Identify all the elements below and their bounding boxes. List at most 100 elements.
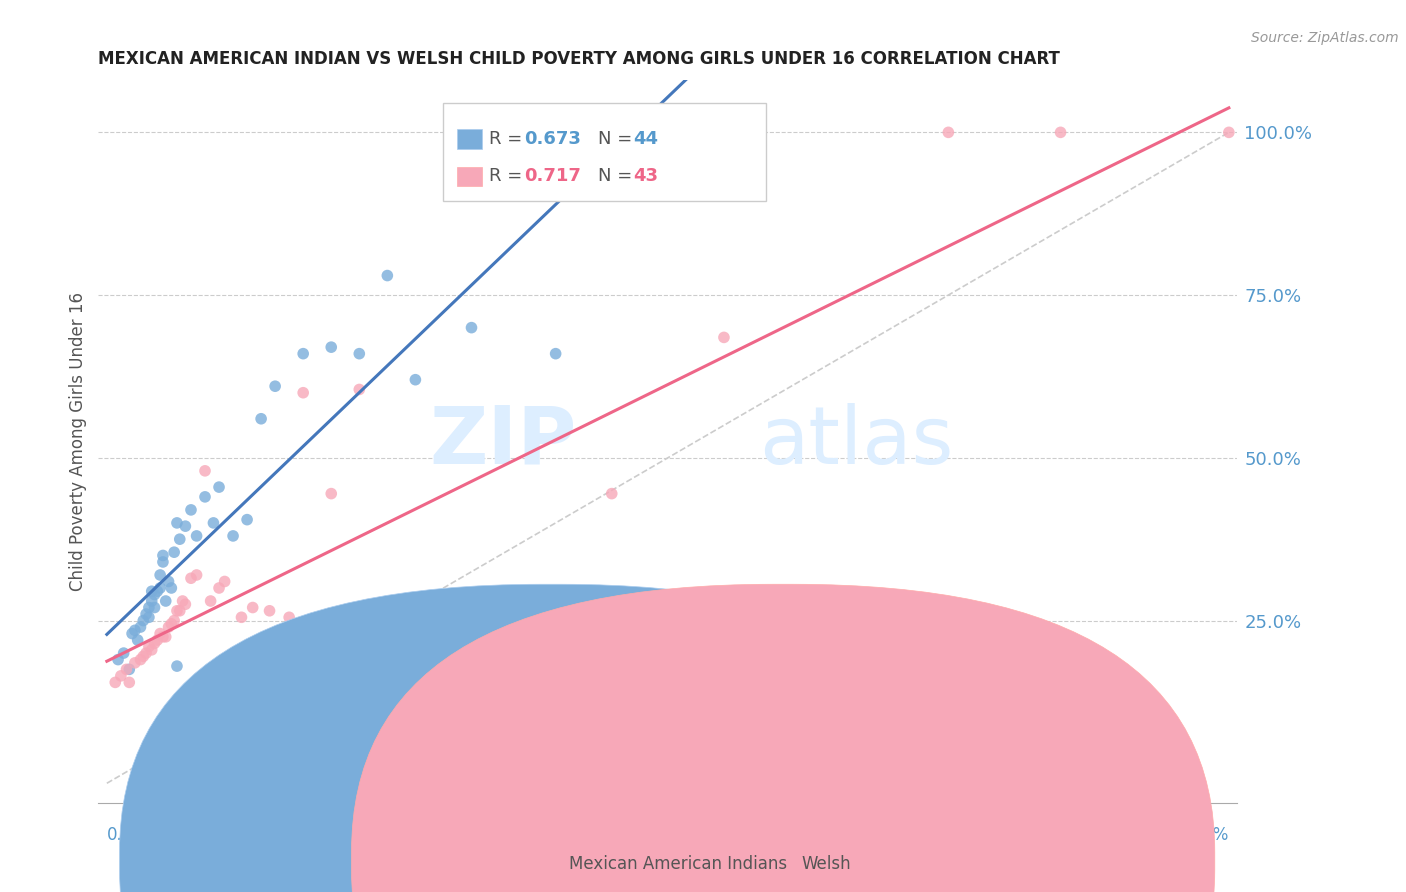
Point (152, 630, 174, 644)
Point (186, 529, 208, 543)
Point (129, 652, 152, 666)
Point (169, 532, 191, 546)
Point (143, 600, 166, 615)
Point (160, 616, 183, 631)
Point (460, 320, 482, 334)
Point (321, 486, 343, 500)
Text: N =: N = (598, 168, 637, 186)
Point (938, 125, 960, 139)
Point (200, 594, 222, 608)
Point (160, 581, 183, 595)
Point (292, 346, 315, 360)
Point (132, 649, 155, 664)
Point (222, 529, 245, 543)
Point (138, 600, 160, 615)
Point (600, 486, 623, 500)
Text: 0.673: 0.673 (524, 130, 581, 148)
Point (157, 620, 180, 634)
Point (163, 545, 186, 559)
Point (110, 669, 132, 683)
Text: Source: ZipAtlas.com: Source: ZipAtlas.com (1251, 31, 1399, 45)
Point (135, 607, 157, 621)
Point (138, 610, 160, 624)
Point (141, 584, 163, 599)
Point (180, 503, 202, 517)
Text: Mexican American Indians: Mexican American Indians (569, 855, 787, 873)
Text: 40.0%: 40.0% (1177, 826, 1229, 844)
Text: atlas: atlas (759, 402, 953, 481)
Point (155, 630, 177, 644)
Point (194, 464, 217, 478)
Point (107, 652, 129, 666)
Point (236, 513, 259, 527)
Point (141, 643, 163, 657)
Point (713, 330, 735, 344)
Point (163, 614, 186, 628)
Point (141, 594, 163, 608)
Point (172, 594, 194, 608)
Point (149, 581, 172, 595)
Point (250, 411, 273, 425)
Text: R =: R = (489, 168, 529, 186)
Point (432, 652, 454, 666)
Point (278, 610, 301, 624)
Point (166, 516, 188, 530)
Point (149, 568, 172, 582)
Point (349, 383, 371, 397)
Point (174, 519, 197, 533)
Point (112, 646, 135, 660)
Point (143, 636, 166, 650)
Point (166, 659, 188, 673)
Point (174, 597, 197, 611)
Point (155, 594, 177, 608)
Point (124, 656, 146, 670)
Point (292, 385, 315, 400)
Point (143, 587, 166, 601)
Point (264, 379, 287, 393)
Point (321, 340, 343, 354)
Point (129, 620, 152, 634)
Point (231, 610, 253, 624)
Text: 0.0%: 0.0% (107, 826, 149, 844)
Point (208, 581, 231, 595)
Point (149, 626, 172, 640)
Point (135, 646, 157, 660)
Point (127, 633, 149, 648)
Point (166, 604, 188, 618)
Text: R =: R = (489, 130, 529, 148)
Point (146, 633, 169, 648)
Point (118, 662, 141, 676)
Point (242, 600, 264, 615)
Point (124, 624, 146, 638)
Text: ZIP: ZIP (429, 402, 576, 481)
Point (349, 346, 371, 360)
Text: 44: 44 (633, 130, 658, 148)
Point (194, 490, 217, 504)
Text: Welsh: Welsh (801, 855, 851, 873)
Point (104, 675, 127, 690)
Point (375, 268, 398, 283)
Point (132, 614, 155, 628)
Point (152, 555, 174, 569)
Point (157, 574, 180, 589)
Point (516, 659, 538, 673)
Point (115, 662, 138, 676)
Point (118, 675, 141, 690)
Point (1218, 125, 1240, 139)
Point (138, 640, 160, 654)
Point (186, 568, 208, 582)
Point (202, 516, 225, 530)
Y-axis label: Child Poverty Among Girls Under 16: Child Poverty Among Girls Under 16 (69, 292, 87, 591)
Text: 0.717: 0.717 (524, 168, 581, 186)
Point (214, 574, 236, 589)
Point (544, 346, 567, 360)
Point (169, 604, 191, 618)
Text: 43: 43 (633, 168, 658, 186)
Point (121, 626, 143, 640)
Text: MEXICAN AMERICAN INDIAN VS WELSH CHILD POVERTY AMONG GIRLS UNDER 16 CORRELATION : MEXICAN AMERICAN INDIAN VS WELSH CHILD P… (98, 50, 1060, 68)
Point (180, 571, 202, 585)
Point (404, 373, 426, 387)
Point (259, 604, 281, 618)
Point (146, 584, 169, 599)
Point (389, 656, 412, 670)
